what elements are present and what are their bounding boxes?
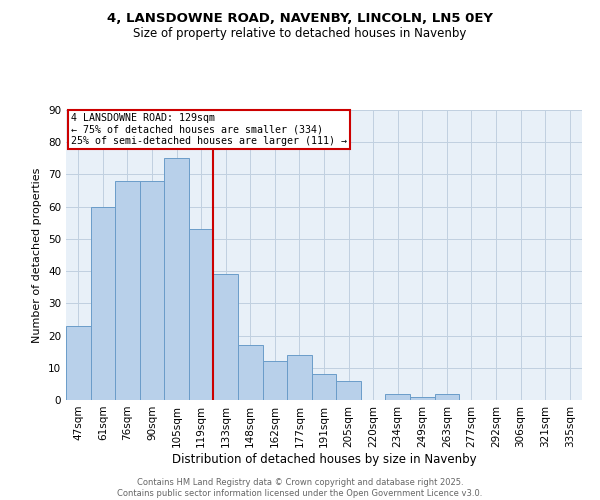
Bar: [140, 181, 164, 400]
Bar: [164, 158, 189, 400]
Bar: [189, 229, 214, 400]
Bar: [214, 274, 238, 400]
Bar: [312, 374, 336, 400]
Text: Size of property relative to detached houses in Navenby: Size of property relative to detached ho…: [133, 28, 467, 40]
Bar: [287, 355, 312, 400]
Bar: [91, 206, 115, 400]
Bar: [336, 380, 361, 400]
Text: Contains HM Land Registry data © Crown copyright and database right 2025.
Contai: Contains HM Land Registry data © Crown c…: [118, 478, 482, 498]
Bar: [115, 181, 140, 400]
Bar: [238, 345, 263, 400]
Bar: [66, 326, 91, 400]
Bar: [434, 394, 459, 400]
X-axis label: Distribution of detached houses by size in Navenby: Distribution of detached houses by size …: [172, 452, 476, 466]
Bar: [263, 362, 287, 400]
Bar: [410, 397, 434, 400]
Text: 4 LANSDOWNE ROAD: 129sqm
← 75% of detached houses are smaller (334)
25% of semi-: 4 LANSDOWNE ROAD: 129sqm ← 75% of detach…: [71, 113, 347, 146]
Bar: [385, 394, 410, 400]
Y-axis label: Number of detached properties: Number of detached properties: [32, 168, 43, 342]
Text: 4, LANSDOWNE ROAD, NAVENBY, LINCOLN, LN5 0EY: 4, LANSDOWNE ROAD, NAVENBY, LINCOLN, LN5…: [107, 12, 493, 26]
